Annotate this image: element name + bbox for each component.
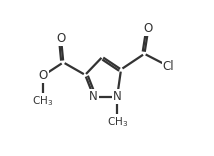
Text: CH$_3$: CH$_3$	[33, 94, 54, 107]
Text: CH$_3$: CH$_3$	[107, 115, 128, 129]
Text: O: O	[144, 22, 153, 35]
Text: N: N	[113, 90, 122, 103]
Text: N: N	[89, 90, 98, 103]
Text: O: O	[39, 69, 48, 82]
Text: Cl: Cl	[163, 60, 174, 73]
Text: O: O	[56, 32, 66, 45]
